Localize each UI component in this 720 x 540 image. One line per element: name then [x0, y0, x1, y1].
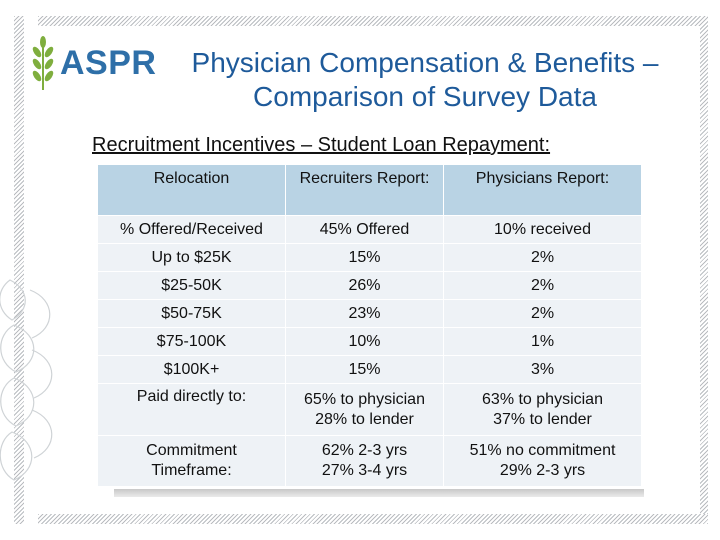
table-row: Commitment Timeframe: 62% 2-3 yrs 27% 3-… — [97, 435, 642, 487]
column-header: Physicians Report: — [443, 164, 642, 216]
table-cell: 26% — [285, 271, 444, 300]
table-cell: 3% — [443, 355, 642, 384]
table-cell: 65% to physician 28% to lender — [285, 383, 444, 436]
table-cell: Paid directly to: — [97, 383, 286, 436]
decorative-stripe-top — [38, 16, 708, 26]
wheat-logo-icon — [32, 36, 54, 90]
wheat-watermark-icon — [0, 279, 53, 481]
table-cell: $25-50K — [97, 271, 286, 300]
table-row: Paid directly to: 65% to physician 28% t… — [97, 383, 642, 436]
column-header: Recruiters Report: — [285, 164, 444, 216]
table-row: % Offered/Received 45% Offered 10% recei… — [97, 215, 642, 244]
table-cell: 23% — [285, 299, 444, 328]
table-header-row: Relocation Recruiters Report: Physicians… — [97, 164, 642, 216]
table-cell: 2% — [443, 299, 642, 328]
table-cell: 15% — [285, 243, 444, 272]
table-row: $100K+ 15% 3% — [97, 355, 642, 384]
page-title: Physician Compensation & Benefits – Comp… — [191, 47, 659, 112]
decorative-stripe-bottom — [38, 514, 708, 524]
decorative-stripe-left — [14, 16, 24, 524]
table-cell: 63% to physician 37% to lender — [443, 383, 642, 436]
comparison-table: Relocation Recruiters Report: Physicians… — [97, 164, 642, 487]
table-cell: 10% received — [443, 215, 642, 244]
table-cell: 62% 2-3 yrs 27% 3-4 yrs — [285, 435, 444, 487]
section-subtitle: Recruitment Incentives – Student Loan Re… — [92, 134, 551, 156]
table-cell: 51% no commitment 29% 2-3 yrs — [443, 435, 642, 487]
table-cell: $50-75K — [97, 299, 286, 328]
table-cell: Commitment Timeframe: — [97, 435, 286, 487]
table-cell: 2% — [443, 243, 642, 272]
logo-text: ASPR — [60, 44, 157, 82]
table-cell: 15% — [285, 355, 444, 384]
table-cell: 10% — [285, 327, 444, 356]
table-cell: 1% — [443, 327, 642, 356]
table-row: $50-75K 23% 2% — [97, 299, 642, 328]
column-header: Relocation — [97, 164, 286, 216]
table-cell: 2% — [443, 271, 642, 300]
table-row: $25-50K 26% 2% — [97, 271, 642, 300]
table-cell: Up to $25K — [97, 243, 286, 272]
table-cell: $75-100K — [97, 327, 286, 356]
table-row: $75-100K 10% 1% — [97, 327, 642, 356]
table-shadow — [114, 489, 644, 497]
table-cell: 45% Offered — [285, 215, 444, 244]
decorative-stripe-right — [700, 16, 708, 524]
table-row: Up to $25K 15% 2% — [97, 243, 642, 272]
table-cell: % Offered/Received — [97, 215, 286, 244]
table-cell: $100K+ — [97, 355, 286, 384]
